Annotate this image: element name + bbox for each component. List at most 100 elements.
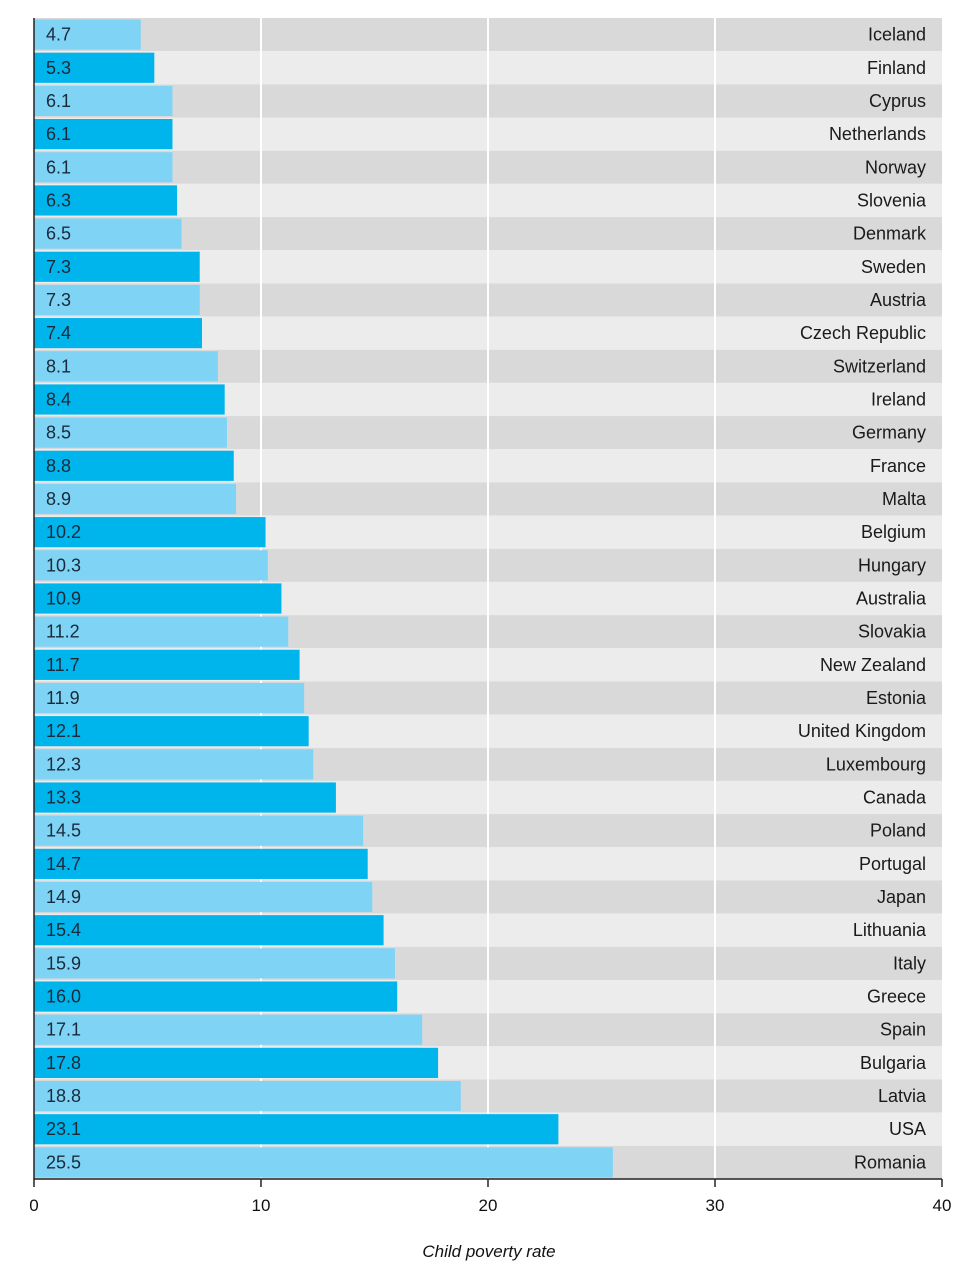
bar-canada [34, 782, 336, 813]
bars [34, 19, 613, 1178]
value-label: 11.2 [46, 622, 80, 642]
x-axis-title: Child poverty rate [422, 1242, 555, 1261]
category-label: Bulgaria [860, 1053, 927, 1073]
bar-new-zealand [34, 649, 300, 680]
value-label: 8.9 [46, 489, 71, 509]
value-label: 8.1 [46, 356, 71, 376]
category-label: Romania [854, 1152, 927, 1172]
bar-malta [34, 483, 237, 515]
category-label: New Zealand [820, 655, 926, 675]
bar-latvia [34, 1080, 461, 1112]
value-label: 11.7 [46, 655, 80, 675]
value-label: 17.1 [46, 1020, 81, 1040]
category-label: Slovenia [857, 190, 927, 210]
value-label: 8.4 [46, 389, 71, 409]
category-label: Switzerland [833, 356, 926, 376]
category-label: Poland [870, 821, 926, 841]
category-label: Luxembourg [826, 754, 926, 774]
value-label: 12.1 [46, 721, 81, 741]
category-label: United Kingdom [798, 721, 926, 741]
value-label: 17.8 [46, 1053, 81, 1073]
value-label: 7.3 [46, 257, 71, 277]
category-label: Sweden [861, 257, 926, 277]
value-label: 23.1 [46, 1119, 81, 1139]
category-label: Slovakia [858, 622, 927, 642]
bar-slovenia [34, 185, 178, 216]
x-tick-label: 20 [479, 1196, 498, 1215]
value-label: 8.5 [46, 423, 71, 443]
value-label: 5.3 [46, 58, 71, 78]
value-label: 11.9 [46, 688, 80, 708]
bar-usa [34, 1114, 559, 1145]
bar-portugal [34, 848, 368, 879]
bar-united-kingdom [34, 716, 309, 747]
value-label: 18.8 [46, 1086, 81, 1106]
value-label: 10.3 [46, 555, 81, 575]
value-label: 12.3 [46, 754, 81, 774]
category-label: Norway [865, 157, 926, 177]
category-label: France [870, 456, 926, 476]
category-label: Estonia [866, 688, 927, 708]
bar-norway [34, 152, 173, 183]
value-label: 6.5 [46, 224, 71, 244]
value-label: 14.7 [46, 854, 81, 874]
category-label: Japan [877, 887, 926, 907]
x-tick-label: 40 [933, 1196, 952, 1215]
bar-spain [34, 1014, 423, 1045]
value-label: 10.9 [46, 589, 81, 609]
bar-iceland [34, 19, 141, 50]
category-label: Finland [867, 58, 926, 78]
bar-japan [34, 881, 373, 913]
bar-australia [34, 583, 282, 614]
category-label: Germany [852, 423, 926, 443]
bar-czech-republic [34, 318, 202, 349]
labels: 4.7 Iceland 5.3 Finland 6.1 Cyprus 6.1 Netherla… [46, 25, 927, 1173]
category-label: Greece [867, 987, 926, 1007]
category-label: Spain [880, 1020, 926, 1040]
category-label: Malta [882, 489, 927, 509]
bar-denmark [34, 218, 182, 249]
value-label: 16.0 [46, 987, 81, 1007]
category-label: Lithuania [853, 920, 927, 940]
value-label: 10.2 [46, 522, 81, 542]
category-label: Italy [893, 953, 926, 973]
value-label: 25.5 [46, 1152, 81, 1172]
value-label: 6.1 [46, 124, 71, 144]
category-label: Canada [863, 788, 927, 808]
category-label: USA [889, 1119, 926, 1139]
bar-lithuania [34, 915, 384, 946]
value-label: 6.1 [46, 91, 71, 111]
category-label: Austria [870, 290, 927, 310]
category-label: Belgium [861, 522, 926, 542]
value-label: 14.9 [46, 887, 81, 907]
category-label: Portugal [859, 854, 926, 874]
category-label: Czech Republic [800, 323, 926, 343]
value-label: 15.9 [46, 953, 81, 973]
bar-greece [34, 981, 398, 1012]
bar-germany [34, 417, 227, 448]
bar-switzerland [34, 351, 218, 382]
bar-ireland [34, 384, 225, 415]
bar-poland [34, 815, 364, 846]
bar-cyprus [34, 85, 173, 117]
value-label: 13.3 [46, 788, 81, 808]
value-label: 15.4 [46, 920, 81, 940]
bar-bulgaria [34, 1047, 439, 1078]
category-label: Australia [856, 589, 927, 609]
bar-italy [34, 948, 395, 979]
bar-slovakia [34, 616, 289, 647]
bar-sweden [34, 251, 200, 282]
category-label: Netherlands [829, 124, 926, 144]
bar-romania [34, 1147, 613, 1178]
x-tick-label: 10 [252, 1196, 271, 1215]
value-label: 14.5 [46, 821, 81, 841]
bar-estonia [34, 682, 305, 714]
value-label: 6.1 [46, 157, 71, 177]
x-tick-label: 30 [706, 1196, 725, 1215]
bar-netherlands [34, 119, 173, 150]
category-label: Latvia [878, 1086, 927, 1106]
category-label: Ireland [871, 389, 926, 409]
x-axis: 0 10 20 30 40 [29, 18, 951, 1215]
